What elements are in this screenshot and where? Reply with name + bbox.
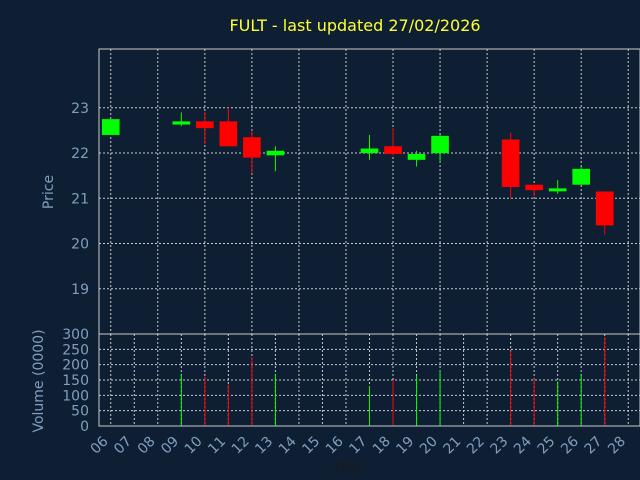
volume-tick-label: 300 [62, 327, 89, 343]
candle-13 [266, 146, 285, 172]
x-tick-label: 19 [393, 434, 417, 458]
candle-body [431, 135, 449, 154]
x-tick-label: 11 [205, 434, 229, 458]
price-plot-frame [98, 48, 640, 335]
x-axis-label: Day [334, 459, 362, 475]
candle-body [101, 119, 120, 135]
x-tick-label: 14 [276, 433, 300, 457]
x-tick-label: 24 [511, 433, 535, 457]
price-tick-label: 19 [71, 282, 89, 298]
x-tick-label: 08 [135, 434, 159, 458]
candle-12 [243, 130, 261, 174]
x-tick-label: 20 [417, 434, 441, 458]
x-tick-label: 22 [464, 434, 488, 458]
candle-27 [595, 191, 614, 235]
candle-11 [219, 107, 238, 147]
candle-17 [360, 134, 379, 160]
candle-20 [431, 134, 449, 163]
candle-25 [548, 180, 567, 194]
volume-tick-label: 0 [80, 419, 89, 435]
candle-9 [172, 112, 191, 126]
candle-body [384, 146, 402, 154]
price-tick-label: 22 [71, 146, 89, 162]
price-grid [99, 49, 640, 334]
candle-body [572, 168, 591, 185]
price-tick-label: 23 [71, 101, 89, 117]
x-tick-label: 13 [252, 434, 276, 458]
x-tick-label: 12 [229, 434, 253, 458]
x-tick-label: 07 [111, 434, 135, 458]
x-tick-label: 09 [158, 434, 182, 458]
volume-tick-label: 200 [62, 358, 89, 374]
candle-body [595, 191, 614, 226]
x-tick-label: 06 [88, 433, 112, 457]
candle-body [548, 188, 567, 192]
candle-19 [407, 150, 426, 167]
x-tick-label: 28 [605, 434, 629, 458]
volume-bars [180, 337, 606, 426]
x-tick-label: 16 [323, 433, 347, 457]
price-tick-label: 21 [71, 191, 89, 207]
candle-26 [572, 166, 591, 185]
price-candles [101, 107, 614, 235]
candle-body [360, 148, 379, 154]
x-axis-ticks: 06 07 08 09 10 11 12 13 14 15 16 17 18 19 20 21 22 23 24 25… [88, 433, 629, 457]
candle-23 [501, 132, 520, 199]
candle-body [266, 150, 285, 156]
x-tick-label: 18 [370, 434, 394, 458]
candle-body [172, 121, 191, 125]
volume-tick-label: 150 [62, 373, 89, 389]
volume-tick-label: 50 [71, 404, 89, 420]
candle-body [501, 139, 520, 187]
volume-tick-label: 250 [62, 342, 89, 358]
candle-body [243, 137, 261, 158]
x-tick-label: 27 [582, 434, 606, 458]
candle-body [407, 153, 426, 160]
price-axis-label: Price [41, 175, 57, 209]
candle-6 [101, 119, 120, 135]
volume-plot-frame [98, 333, 640, 427]
x-tick-label: 10 [182, 434, 206, 458]
volume-tick-label: 100 [62, 388, 89, 404]
price-y-ticks: 19 20 21 22 23 [71, 101, 89, 298]
candle-24 [525, 184, 543, 197]
candle-body [219, 121, 238, 147]
candle-10 [196, 112, 214, 144]
x-tick-label: 26 [558, 433, 582, 457]
x-tick-label: 21 [440, 434, 464, 458]
x-tick-label: 25 [535, 434, 559, 458]
candle-body [196, 121, 214, 129]
x-tick-label: 15 [299, 434, 323, 458]
candle-body [525, 184, 543, 191]
x-tick-label: 17 [346, 434, 370, 458]
candle-18 [384, 128, 402, 156]
price-tick-label: 20 [71, 237, 89, 253]
x-tick-label: 23 [488, 434, 512, 458]
chart-title: FULT - last updated 27/02/2026 [229, 16, 480, 35]
volume-axis-label: Volume (0000) [31, 329, 47, 432]
